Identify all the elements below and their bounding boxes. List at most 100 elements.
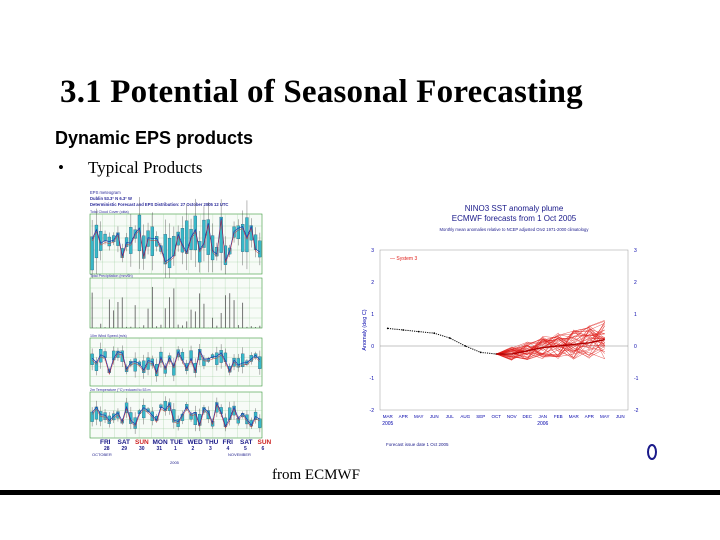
- meteogram-header-2: Dublin 53.3° N 6.3° W: [90, 196, 132, 201]
- ensemble-mean-line: [496, 338, 605, 355]
- ensemble-member-line: [496, 338, 605, 358]
- observed-point: [464, 345, 467, 347]
- meteogram-year: 2005: [170, 460, 180, 465]
- meteogram-header-1: EPS meteogram: [90, 190, 121, 195]
- x-tick-label: JUN: [616, 414, 625, 419]
- meteogram-box: [172, 236, 176, 257]
- meteogram-month-oct: OCTOBER: [92, 452, 112, 457]
- credit-line: from ECMWF: [272, 467, 360, 484]
- meteogram-panel-label: 2m Temperature (°C) reduced to 53 m: [90, 388, 151, 392]
- meteogram-header-3: Deterministic Forecast and EPS Distribut…: [90, 202, 228, 207]
- ensemble-member-line: [496, 325, 605, 358]
- meteogram-date-label: 1: [174, 446, 177, 452]
- meteogram-box: [219, 350, 223, 363]
- y-tick-label: 0: [634, 344, 637, 350]
- y-axis-label: Anomaly (deg C): [362, 309, 368, 350]
- meteogram-box: [258, 418, 262, 428]
- meteogram-panel-label: 10m Wind Speed (m/s): [90, 334, 127, 338]
- eps-meteogram: EPS meteogram Dublin 53.3° N 6.3° W Dete…: [89, 190, 272, 465]
- x-tick-label: MAY: [414, 414, 423, 419]
- meteogram-box: [236, 225, 240, 240]
- meteogram-month-nov: NOVEMBER: [228, 452, 251, 457]
- ensemble-member-line: [496, 326, 605, 360]
- meteogram-box: [150, 411, 154, 421]
- meteogram-box: [163, 234, 167, 265]
- meteogram-day-label: SAT: [240, 439, 253, 446]
- meteogram-box: [167, 238, 172, 269]
- meteogram-box: [210, 354, 215, 358]
- observed-line: [387, 327, 497, 355]
- meteogram-day-label: TUE: [170, 439, 184, 446]
- meteogram-box: [189, 413, 193, 420]
- meteogram-box: [99, 349, 103, 363]
- y-tick-label: -1: [634, 376, 639, 382]
- slide-title: 3.1 Potential of Seasonal Forecasting: [60, 74, 583, 110]
- meteogram-box: [172, 363, 176, 376]
- meteogram-day-label: THU: [205, 439, 219, 446]
- meteogram-box: [253, 411, 258, 420]
- slide-subtitle: Dynamic EPS products: [55, 128, 254, 148]
- meteogram-box: [103, 412, 107, 420]
- x-tick-label: MAY: [600, 414, 609, 419]
- meteogram-box: [124, 237, 129, 247]
- meteogram-box: [103, 233, 107, 242]
- meteogram-control-line: [91, 220, 260, 265]
- meteogram-date-label: 6: [262, 446, 265, 452]
- meteogram-day-label: SUN: [258, 439, 272, 446]
- meteogram-day-label: SAT: [118, 439, 131, 446]
- ensemble-member-line: [496, 337, 605, 358]
- y-tick-label: -2: [370, 408, 375, 414]
- x-tick-label: MAR: [383, 414, 394, 419]
- x-tick-label: MAR: [569, 414, 580, 419]
- plot-frame: [379, 249, 629, 411]
- y-tick-label: -2: [634, 408, 639, 414]
- ensemble-member-line: [496, 322, 605, 355]
- meteogram-box: [90, 236, 94, 271]
- observed-point: [386, 327, 389, 330]
- slide-number-mark: [645, 440, 659, 464]
- y-tick-label: -1: [370, 376, 375, 382]
- meteogram-day-label: FRI: [100, 439, 111, 446]
- meteogram-deterministic-line: [91, 218, 261, 263]
- meteogram-day-label: MON: [153, 439, 168, 446]
- meteogram-box: [258, 356, 262, 369]
- chart-footer: Forecast issue date 1 Oct 2005: [386, 442, 449, 447]
- x-tick-label: APR: [399, 414, 409, 419]
- meteogram-day-label: WED: [188, 439, 203, 446]
- observed-point: [448, 337, 451, 339]
- footer-rule: [0, 490, 720, 495]
- meteogram-box: [206, 219, 210, 255]
- legend-entry: — System 3: [390, 256, 417, 262]
- meteogram-box: [146, 408, 150, 413]
- y-tick-label: 3: [371, 248, 374, 254]
- meteogram-panel-label: Total Cloud Cover (okta): [90, 210, 129, 214]
- ensemble-member-line: [496, 329, 605, 358]
- meteogram-date-label: 28: [104, 446, 110, 452]
- meteogram-day-label: SUN: [135, 439, 149, 446]
- meteogram-box: [150, 226, 154, 256]
- meteogram-box: [258, 240, 262, 258]
- y-tick-label: 0: [371, 344, 374, 350]
- meteogram-date-label: 5: [244, 446, 247, 452]
- meteogram-box: [180, 352, 185, 361]
- meteogram-date-label: 3: [209, 446, 212, 452]
- meteogram-box: [241, 353, 245, 367]
- meteogram-panel-label: Total Precipitation (mm/6h): [90, 274, 133, 278]
- y-tick-label: 2: [371, 280, 374, 286]
- meteogram-box: [137, 214, 142, 252]
- meteogram-box: [210, 235, 215, 261]
- meteogram-deterministic-line: [91, 349, 261, 374]
- nino3-plume-chart: NINO3 SST anomaly plume ECMWF forecasts …: [352, 188, 660, 450]
- meteogram-box: [223, 245, 228, 265]
- observed-point: [433, 332, 436, 335]
- meteogram-date-label: 30: [139, 446, 145, 452]
- observed-point: [402, 329, 405, 331]
- meteogram-date-label: 31: [157, 446, 163, 452]
- observed-point: [417, 330, 420, 333]
- y-tick-label: 1: [371, 312, 374, 318]
- meteogram-box: [137, 410, 142, 414]
- chart-background: [352, 188, 660, 450]
- y-tick-label: 1: [634, 312, 637, 318]
- ensemble-member-line: [496, 332, 605, 355]
- x-tick-label: AUG: [460, 414, 470, 419]
